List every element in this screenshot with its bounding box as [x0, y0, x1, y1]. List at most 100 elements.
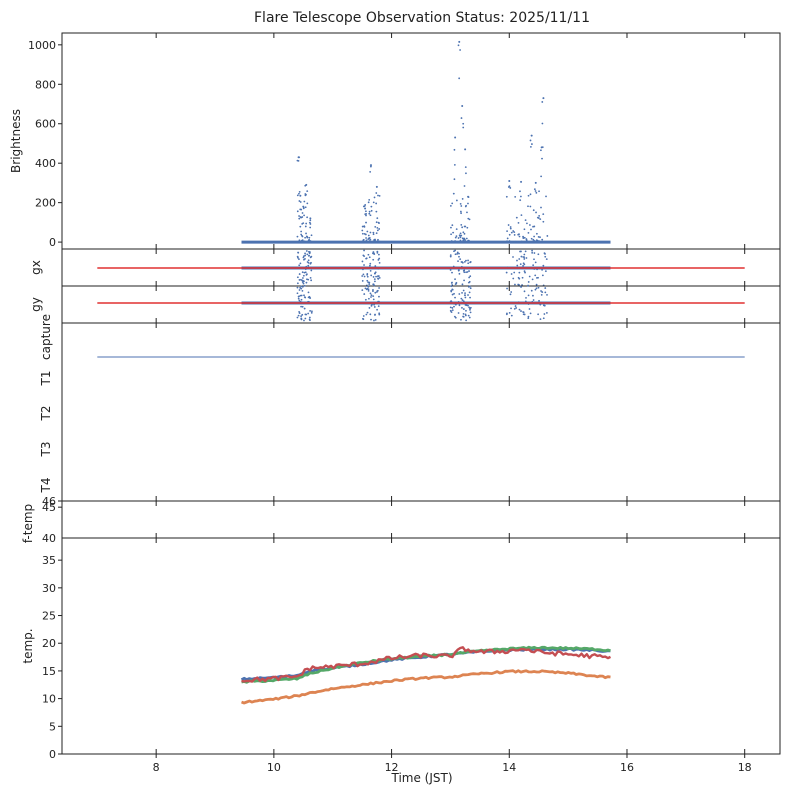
- gx-point: [465, 259, 467, 262]
- gy-point: [539, 318, 542, 321]
- gy-point: [308, 316, 311, 319]
- brightness-point: [298, 192, 300, 195]
- brightness-point: [308, 221, 311, 224]
- brightness-ytick-label: 200: [35, 197, 56, 210]
- brightness-point: [454, 240, 456, 242]
- gx-point: [306, 278, 308, 281]
- gy-point: [537, 286, 540, 289]
- gx-point: [537, 253, 540, 256]
- gy-point: [454, 296, 456, 299]
- gx-point: [368, 256, 371, 259]
- gy-point: [365, 288, 368, 291]
- gx-point: [308, 250, 310, 253]
- brightness-point: [545, 195, 547, 198]
- brightness-point: [508, 233, 511, 236]
- gy-point: [468, 285, 471, 288]
- gy-point: [461, 306, 463, 309]
- gy-point: [461, 299, 464, 301]
- gx-point: [309, 262, 312, 265]
- brightness-point: [526, 222, 528, 225]
- brightness-point: [368, 198, 371, 201]
- gy-point: [523, 290, 526, 293]
- brightness-point: [377, 194, 379, 197]
- gy-point: [307, 291, 310, 294]
- temp-ytick-label: 30: [42, 582, 56, 595]
- brightness-point: [373, 196, 376, 199]
- gy-point: [301, 289, 304, 292]
- gy-point: [300, 305, 303, 308]
- gy-point: [364, 287, 367, 290]
- brightness-point: [459, 210, 462, 213]
- brightness-peak-point: [299, 194, 302, 197]
- brightness-point: [460, 234, 463, 237]
- gy-point: [522, 311, 525, 313]
- brightness-point: [538, 214, 541, 217]
- ftemp-ylabel: f-temp: [21, 504, 35, 543]
- gx-point: [463, 271, 466, 274]
- gx-point: [519, 263, 522, 266]
- gy-point: [373, 319, 375, 322]
- brightness-point: [375, 232, 378, 235]
- brightness-point: [461, 198, 464, 200]
- x-axis-label: Time (JST): [390, 771, 452, 785]
- gx-point: [363, 255, 366, 258]
- gx-point: [310, 279, 313, 282]
- gy-point: [529, 312, 532, 315]
- gx-point: [366, 275, 369, 278]
- x-tick-label: 10: [267, 761, 281, 774]
- brightness-point: [457, 44, 460, 47]
- brightness-point: [375, 192, 378, 194]
- gx-point: [451, 271, 453, 274]
- brightness-point: [453, 148, 456, 151]
- brightness-point: [373, 241, 376, 243]
- gx-point: [301, 271, 304, 274]
- brightness-point: [466, 211, 468, 214]
- gy-point: [506, 312, 508, 315]
- gy-point: [370, 296, 372, 298]
- gx-point: [368, 283, 371, 286]
- brightness-point: [376, 229, 379, 232]
- gy-point: [458, 293, 461, 295]
- gx-point: [309, 256, 312, 259]
- brightness-point: [362, 238, 365, 241]
- gx-point: [461, 261, 464, 264]
- brightness-point: [305, 232, 307, 235]
- gy-point: [519, 285, 522, 288]
- brightness-point: [301, 234, 303, 237]
- brightness-point: [303, 200, 306, 203]
- gx-point: [518, 277, 521, 280]
- gx-point: [523, 258, 526, 260]
- gy-point: [525, 296, 527, 299]
- gx-point: [505, 271, 508, 274]
- brightness-point: [541, 157, 543, 160]
- gx-point: [454, 253, 457, 256]
- brightness-point: [506, 240, 508, 242]
- gx-point: [378, 257, 381, 260]
- brightness-point: [300, 230, 303, 233]
- brightness-point: [467, 217, 470, 220]
- brightness-point: [525, 238, 528, 240]
- brightness-point: [538, 190, 540, 193]
- brightness-point: [462, 239, 465, 242]
- gy-point: [309, 296, 311, 299]
- brightness-point: [459, 232, 462, 235]
- brightness-point: [304, 241, 306, 243]
- gx-point: [535, 283, 538, 286]
- gy-point: [362, 315, 365, 317]
- gx-point: [310, 269, 313, 272]
- temp-ytick-label: 10: [42, 693, 56, 706]
- brightness-point: [534, 190, 537, 192]
- gx-point: [302, 274, 305, 277]
- gx-point: [531, 251, 534, 254]
- gy-point: [458, 304, 461, 307]
- brightness-point: [517, 221, 520, 224]
- brightness-point: [461, 241, 464, 243]
- gy-point: [451, 293, 454, 296]
- brightness-point: [540, 241, 543, 243]
- gx-point: [366, 279, 369, 282]
- brightness-point: [304, 184, 307, 187]
- brightness-point: [510, 231, 513, 234]
- gx-point: [468, 276, 471, 279]
- brightness-point: [535, 232, 538, 235]
- brightness-point: [371, 241, 374, 243]
